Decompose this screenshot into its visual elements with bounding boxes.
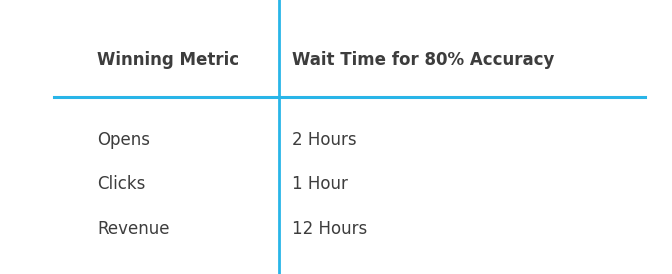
Text: Opens: Opens: [97, 131, 151, 149]
Text: 12 Hours: 12 Hours: [292, 220, 368, 238]
Text: 1 Hour: 1 Hour: [292, 175, 348, 193]
Text: 2 Hours: 2 Hours: [292, 131, 357, 149]
Text: Clicks: Clicks: [97, 175, 146, 193]
Text: Winning Metric: Winning Metric: [97, 51, 239, 69]
Text: Wait Time for 80% Accuracy: Wait Time for 80% Accuracy: [292, 51, 554, 69]
Text: Revenue: Revenue: [97, 220, 170, 238]
